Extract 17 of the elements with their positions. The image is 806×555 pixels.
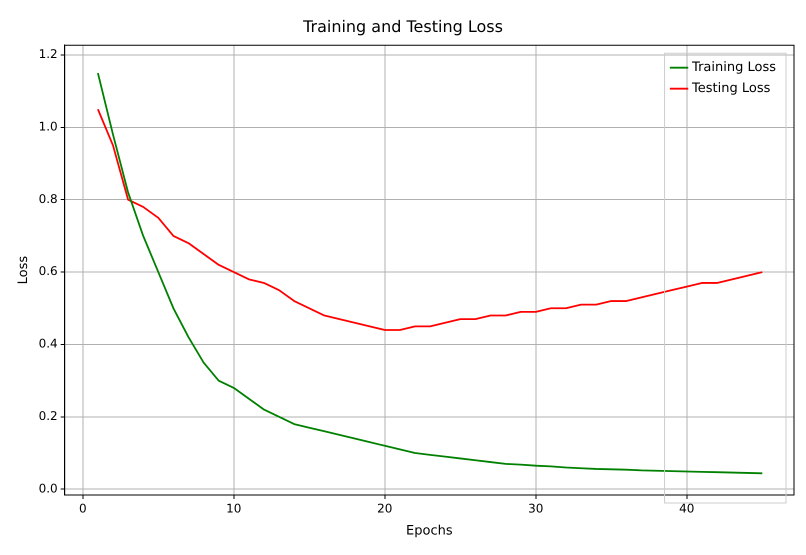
x-tick-label: 30 [528,501,544,516]
x-tick-label: 40 [679,501,694,516]
x-tick-label: 20 [377,501,392,516]
x-tick-label: 10 [226,501,242,516]
y-tick-label: 0.8 [38,192,58,206]
y-axis-title: Loss [16,256,32,284]
legend-label: Training Loss [691,60,776,76]
y-tick-label: 0.6 [38,264,58,278]
x-axis-title: Epochs [406,524,453,539]
legend-label: Testing Loss [691,81,771,96]
y-tick-label: 0.0 [38,481,58,496]
x-tick-label: 0 [78,501,87,516]
y-tick-label: 0.4 [38,336,58,351]
y-tick-label: 1.0 [38,119,58,134]
y-tick-label: 1.2 [38,47,58,62]
chart-title: Training and Testing Loss [302,16,503,36]
y-tick-label: 0.2 [38,408,58,423]
